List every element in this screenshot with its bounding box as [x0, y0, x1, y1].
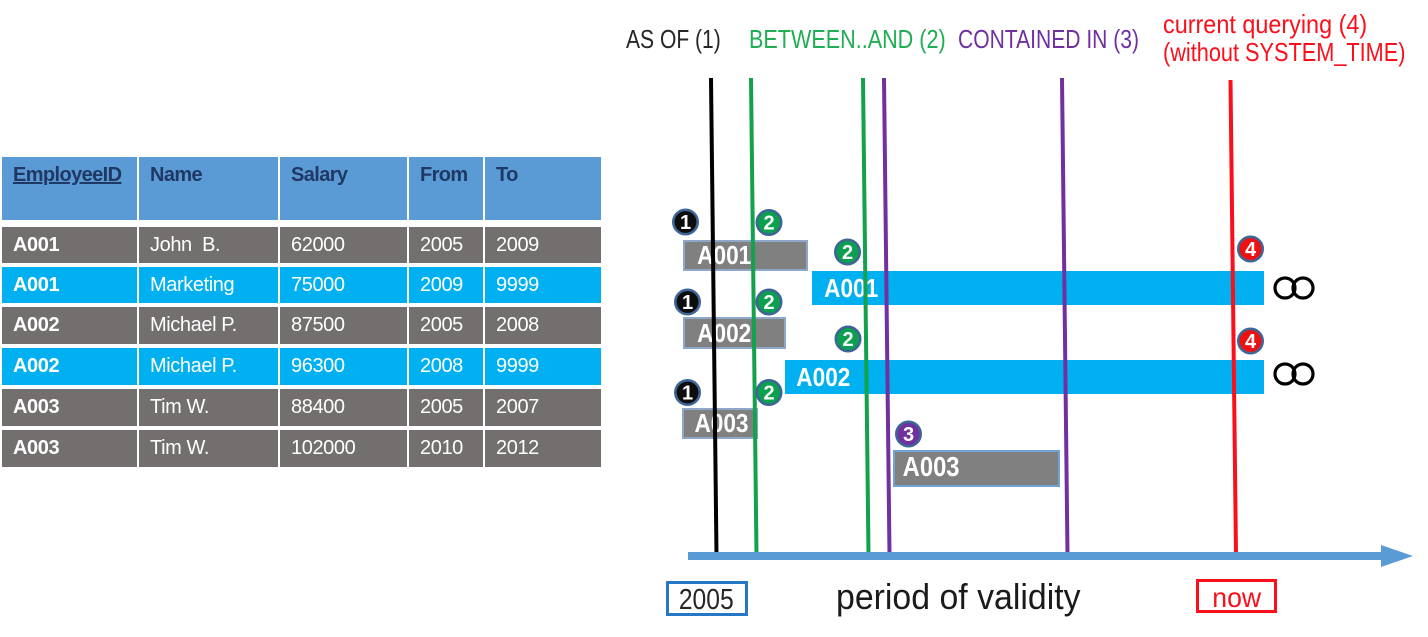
svg-text:3: 3: [903, 424, 914, 446]
svg-text:2: 2: [842, 242, 853, 264]
svg-text:2: 2: [763, 383, 774, 405]
svg-text:4: 4: [1245, 331, 1257, 353]
svg-text:2: 2: [763, 292, 774, 314]
svg-text:2: 2: [763, 213, 774, 235]
svg-text:2: 2: [842, 329, 853, 351]
svg-text:1: 1: [680, 212, 691, 234]
svg-text:1: 1: [682, 383, 693, 405]
svg-text:1: 1: [682, 292, 693, 314]
svg-text:4: 4: [1245, 239, 1257, 261]
